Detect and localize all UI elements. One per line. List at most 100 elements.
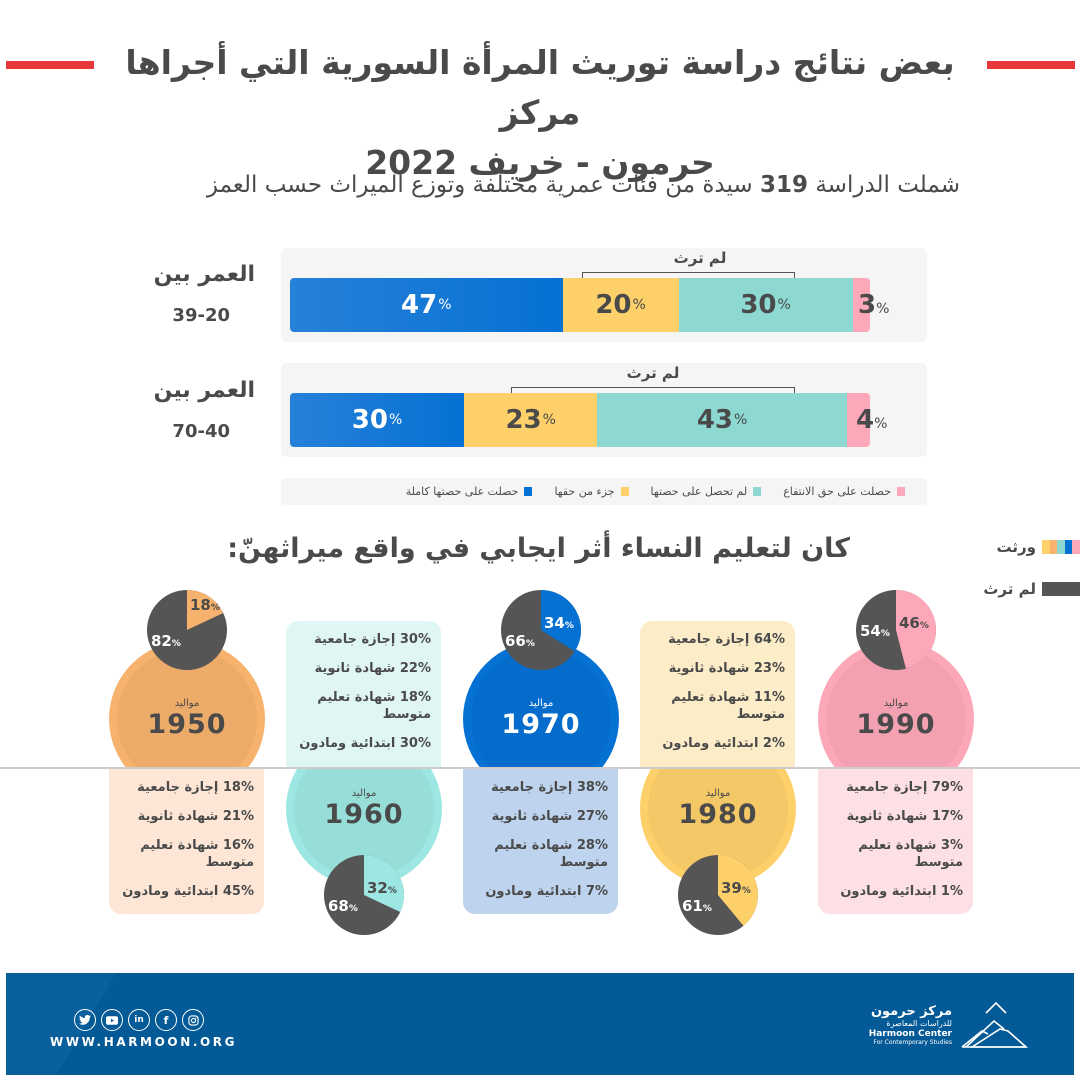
- usufruct-percent-1: 3%: [858, 290, 890, 320]
- subtitle-post: سيدة من فئات عمرية مختلفة وتوزع الميراث …: [206, 172, 753, 198]
- legend-item-part: جزء من حقها: [554, 485, 629, 498]
- usufruct-percent-2: 4%: [856, 405, 888, 435]
- education-row: 1% ابتدائية ومادون: [840, 884, 963, 899]
- education-breakdown-1950: 18% إجازة جامعية 21% شهادة ثانوية 16% شهاد…: [109, 769, 264, 914]
- born-label: مواليد: [528, 698, 554, 709]
- inheritance-pie-1970: [501, 590, 581, 670]
- education-breakdown-1960: 30% إجازة جامعية 22% شهادة ثانوية 18% شهاد…: [286, 621, 441, 767]
- decorative-red-line-left: [6, 61, 94, 69]
- education-row: 28% شهادة تعليم متوسط: [494, 838, 608, 870]
- instagram-icon[interactable]: [182, 1009, 204, 1031]
- not-inherited-bracket-label-1: لم ترث: [673, 249, 727, 267]
- decorative-red-line-right: [987, 61, 1075, 69]
- page-subtitle: شملت الدراسة 319 سيدة من فئات عمرية مختل…: [110, 172, 960, 198]
- legend-item-full: حصلت على حصتها كاملة: [406, 485, 533, 498]
- bar-legend: حصلت على حق الانتفاع لم تحصل على حصتها ج…: [281, 478, 927, 505]
- age-group-range-1: 39-20: [172, 305, 230, 326]
- pie-inherited-label: 34%: [544, 614, 574, 632]
- segment-value: 47: [401, 290, 438, 320]
- facebook-icon[interactable]: f: [155, 1009, 177, 1031]
- pie-not-inherited-label: 61%: [682, 897, 712, 915]
- pie-not-inherited-label: 68%: [328, 897, 358, 915]
- inheritance-pie-1950: [147, 590, 227, 670]
- education-row: 16% شهادة تعليم متوسط: [140, 838, 254, 870]
- cohort-year: 1950: [147, 709, 227, 740]
- legend-swatch-teal: [753, 487, 762, 496]
- bar-segment-none: 30%: [678, 278, 853, 332]
- education-row: 79% إجازة جامعية: [846, 780, 963, 795]
- pie-not-inherited-label: 54%: [860, 622, 890, 640]
- cohort-year: 1980: [678, 799, 758, 830]
- age-group-range-2: 70-40: [172, 421, 230, 442]
- legend-item-usufruct: حصلت على حق الانتفاع: [783, 485, 905, 498]
- segment-value: 30: [351, 405, 388, 435]
- pie-not-inherited-label: 66%: [505, 632, 535, 650]
- age-group-label-2: العمر بين: [153, 378, 255, 403]
- title-line-1: بعض نتائج دراسة توريث المرأة السورية الت…: [125, 43, 955, 132]
- pie-not-inherited-label: 82%: [151, 632, 181, 650]
- social-icons: in f: [74, 1009, 204, 1031]
- inheritance-bar-1: 47% 20% 30%: [290, 278, 870, 332]
- legend-swatch-blue: [524, 487, 533, 496]
- education-row: 18% شهادة تعليم متوسط: [317, 690, 431, 722]
- education-row: 18% إجازة جامعية: [137, 780, 254, 795]
- segment-value: 20: [595, 290, 632, 320]
- harmoon-logo-mountain-icon: [961, 1001, 1029, 1048]
- pie-slice-inherited: [541, 590, 581, 652]
- youtube-icon[interactable]: [101, 1009, 123, 1031]
- legend-swatch-yellow: [620, 487, 629, 496]
- not-inherited-bracket-1: [582, 272, 795, 278]
- title-line-2: حرمون - خريف 2022: [365, 143, 715, 182]
- subtitle-pre: شملت الدراسة: [815, 172, 960, 198]
- side-legend-not-inherited: لم ترث: [983, 580, 1080, 598]
- education-row: 21% شهادة ثانوية: [137, 809, 254, 824]
- education-row: 3% شهادة تعليم متوسط: [858, 838, 963, 870]
- education-row: 64% إجازة جامعية: [668, 632, 785, 647]
- born-label: مواليد: [883, 698, 909, 709]
- twitter-icon[interactable]: [74, 1009, 96, 1031]
- education-breakdown-1980: 64% إجازة جامعية 23% شهادة ثانوية 11% شهاد…: [640, 621, 795, 767]
- pie-inherited-label: 18%: [190, 596, 220, 614]
- legend-swatch-pink: [897, 487, 905, 496]
- segment-value: 43: [696, 405, 734, 435]
- inheritance-pie-1960: [324, 855, 404, 935]
- education-section-title: كان لتعليم النساء أثر ايجابي في واقع مير…: [227, 533, 850, 564]
- pie-inherited-label: 39%: [721, 879, 751, 897]
- timeline-axis-line: [0, 767, 1080, 769]
- pie-inherited-label: 32%: [367, 879, 397, 897]
- harmoon-logo-text: مركز حرمون للدراسات المعاصرة Harmoon Cen…: [868, 1004, 952, 1047]
- pie-slice-inherited: [718, 855, 758, 926]
- inheritance-pie-1980: [678, 855, 758, 935]
- education-row: 7% ابتدائية ومادون: [485, 884, 608, 899]
- cohort-year: 1960: [324, 799, 404, 830]
- bar-segment-part: 20%: [562, 278, 679, 332]
- bar-segment-none: 43%: [597, 393, 847, 447]
- inheritance-pie-1990: [856, 590, 936, 670]
- cohort-year: 1970: [501, 709, 581, 740]
- subtitle-number: 319: [760, 172, 809, 198]
- not-inherited-bracket-2: [511, 387, 795, 393]
- linkedin-icon[interactable]: in: [128, 1009, 150, 1031]
- education-row: 23% شهادة ثانوية: [668, 661, 785, 676]
- education-row: 11% شهادة تعليم متوسط: [671, 690, 785, 722]
- bar-segment-part: 23%: [464, 393, 598, 447]
- born-label: مواليد: [174, 698, 200, 709]
- education-breakdown-1990: 79% إجازة جامعية 17% شهادة ثانوية 3% شهادة…: [818, 769, 973, 914]
- education-row: 17% شهادة ثانوية: [846, 809, 963, 824]
- bar-segment-usufruct: [852, 278, 870, 332]
- born-label: مواليد: [351, 788, 377, 799]
- cohort-year: 1990: [856, 709, 936, 740]
- inheritance-bar-2: 30% 23% 43%: [290, 393, 870, 447]
- not-inherited-color-swatch: [1042, 582, 1080, 596]
- pie-slice-inherited: [187, 590, 224, 630]
- inherited-color-swatch: [1042, 540, 1080, 554]
- website-link[interactable]: WWW.HARMOON.ORG: [50, 1035, 238, 1049]
- pie-inherited-label: 46%: [899, 614, 929, 632]
- education-row: 27% شهادة ثانوية: [491, 809, 608, 824]
- not-inherited-bracket-label-2: لم ترث: [626, 364, 680, 382]
- education-breakdown-1970: 38% إجازة جامعية 27% شهادة ثانوية 28% شهاد…: [463, 769, 618, 914]
- education-row: 2% ابتدائية ومادون: [662, 736, 785, 751]
- born-label: مواليد: [705, 788, 731, 799]
- pie-slice-inherited: [364, 855, 404, 913]
- education-row: 22% شهادة ثانوية: [314, 661, 431, 676]
